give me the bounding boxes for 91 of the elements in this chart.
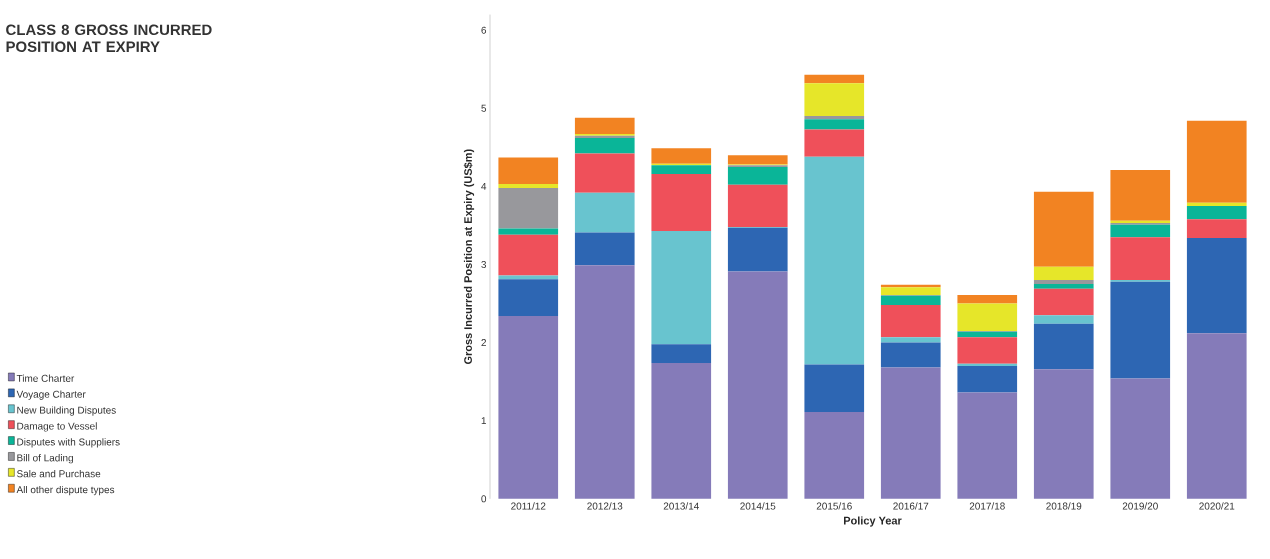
bar (574, 117, 635, 135)
bar (1033, 266, 1094, 281)
bar (727, 166, 788, 185)
bar (1110, 281, 1171, 379)
bar (1033, 288, 1094, 316)
y-tick-label: 1 (481, 417, 487, 425)
bar (651, 148, 712, 164)
bar (651, 230, 712, 345)
text: CLASS 8 GROSS INCURRED POSITION AT EXPIRY (6, 24, 212, 53)
bar (880, 305, 941, 338)
x-tick-label: 2015/16 (816, 502, 852, 510)
bar (498, 187, 559, 229)
bar (1110, 170, 1171, 221)
x-axis-title: Policy Year (844, 516, 902, 527)
x-tick-label: 2019/20 (1122, 502, 1158, 510)
bar (1186, 237, 1247, 334)
bar (1033, 369, 1094, 499)
bar (574, 153, 635, 193)
legend-label: All other dispute types (16, 485, 115, 496)
bar (651, 362, 712, 499)
bar (957, 331, 1018, 338)
legend-label: Voyage Charter (16, 390, 86, 400)
bar (957, 366, 1018, 393)
legend-label: New Building Disputes (17, 406, 116, 416)
y-tick-label: 6 (481, 26, 487, 34)
legend-label: Disputes with Suppliers (17, 438, 120, 448)
bar (574, 232, 635, 266)
bar (804, 364, 865, 413)
y-tick-label: 4 (481, 182, 487, 190)
legend-label: Sale and Purchase (17, 469, 101, 478)
bar (574, 265, 635, 499)
bar (498, 157, 559, 185)
bar (804, 412, 865, 499)
bar (727, 184, 788, 228)
bar (1186, 219, 1247, 238)
bar (498, 279, 559, 317)
bar (1186, 120, 1247, 203)
y-tick-label: 5 (481, 104, 487, 112)
bar (804, 116, 865, 120)
x-tick-label: 2018/19 (1046, 502, 1082, 510)
x-tick-label: 2013/14 (663, 502, 699, 510)
bar (804, 156, 865, 365)
bar (1033, 280, 1094, 285)
bar (804, 119, 865, 130)
bar (651, 165, 712, 174)
x-tick-label: 2011/12 (511, 502, 546, 510)
y-axis-title: Gross Incurred Position at Expiry (US$m) (463, 149, 475, 365)
bar (957, 337, 1018, 364)
bar (498, 234, 559, 276)
bar (1033, 323, 1094, 370)
bar (1186, 205, 1247, 220)
bar (880, 367, 941, 499)
bar (574, 192, 635, 233)
bar (1110, 237, 1171, 281)
bar (1186, 333, 1247, 499)
y-tick-label: 3 (481, 260, 487, 269)
bar (957, 294, 1018, 304)
bar (804, 129, 865, 157)
y-tick-label: 0 (481, 495, 487, 503)
bar (498, 316, 559, 499)
bar (804, 83, 865, 117)
bar (957, 392, 1018, 499)
bar (498, 184, 559, 188)
bar (1110, 378, 1171, 499)
bar (1033, 315, 1094, 324)
legend-label: Damage to Vessel (17, 422, 97, 432)
x-tick-label: 2020/21 (1199, 502, 1235, 510)
legend-label: Bill of Lading (17, 454, 73, 464)
y-tick-label: 2 (481, 339, 486, 347)
x-tick-label: 2012/13 (587, 502, 623, 510)
bar (498, 228, 559, 235)
x-tick-label: 2017/18 (969, 502, 1005, 510)
bar (880, 337, 941, 343)
bar (727, 271, 788, 499)
x-tick-label: 2014/15 (740, 502, 776, 510)
bar (804, 74, 865, 84)
legend-label: Time Charter (16, 374, 75, 382)
bar (651, 173, 712, 231)
bar (574, 137, 635, 154)
bar (498, 275, 559, 280)
bar (1186, 202, 1247, 206)
bar (880, 295, 941, 306)
bar (727, 227, 788, 272)
bar (957, 303, 1018, 331)
bar (1110, 224, 1171, 238)
bar (880, 287, 941, 295)
x-tick-label: 2016/17 (893, 502, 929, 510)
bar (880, 342, 941, 368)
bar (1033, 191, 1094, 267)
bar (651, 344, 712, 363)
bar (1033, 284, 1094, 289)
